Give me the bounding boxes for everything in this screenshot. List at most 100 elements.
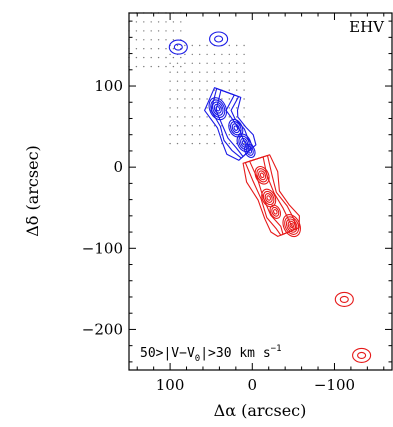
sampling-dot — [206, 125, 208, 127]
sampling-dot — [169, 134, 171, 136]
sampling-dot — [184, 98, 186, 100]
sampling-dot — [236, 53, 238, 56]
sampling-dot — [228, 62, 230, 64]
x-tick-label: −100 — [314, 376, 355, 394]
sampling-dot — [150, 48, 152, 50]
sampling-dot — [213, 62, 216, 64]
blueshifted-clump-contour — [241, 140, 247, 146]
sampling-dot — [199, 98, 201, 100]
sampling-dot — [191, 142, 193, 145]
sampling-dot — [169, 71, 171, 73]
sampling-dot — [221, 53, 223, 56]
sampling-dot — [165, 48, 167, 50]
x-tick-label: 100 — [156, 376, 185, 394]
sampling-dot — [169, 62, 171, 64]
sampling-dot — [236, 89, 238, 91]
sampling-dot — [184, 53, 186, 56]
blueshifted-clump-contour — [228, 118, 244, 138]
sampling-dot — [135, 65, 138, 68]
sampling-dot — [191, 80, 193, 82]
blueshifted-clump-contour — [238, 135, 250, 150]
sampling-dot — [157, 48, 160, 50]
y-tick-label: −200 — [82, 320, 123, 338]
sampling-dot — [184, 89, 186, 91]
redshifted-clump-contour — [259, 172, 265, 179]
sampling-dot — [228, 53, 230, 56]
sampling-dot — [191, 134, 193, 136]
sampling-dot — [172, 56, 175, 59]
sampling-dot — [228, 107, 230, 109]
sampling-dot — [157, 65, 160, 68]
sampling-dot — [206, 134, 208, 136]
sampling-dot — [157, 21, 160, 23]
blueshifted-lobe — [168, 31, 257, 161]
blueshifted-clump-contour — [240, 137, 249, 148]
sampling-dot — [221, 71, 223, 73]
sampling-dot — [172, 30, 175, 32]
sampling-dot — [135, 30, 138, 32]
sampling-dot — [157, 30, 160, 32]
sampling-dot — [184, 116, 186, 118]
sampling-dot — [180, 21, 182, 23]
sampling-dot — [150, 65, 152, 68]
sampling-dot — [143, 21, 145, 23]
blueshifted-clump-contour — [215, 105, 221, 112]
sampling-dot — [206, 116, 208, 118]
redshifted-clump-contour — [282, 214, 301, 238]
sampling-dot — [165, 65, 167, 68]
sampling-dot — [176, 80, 179, 82]
blueshifted-isolated-contour — [209, 31, 229, 47]
redshifted-clump-contour — [264, 193, 273, 203]
axis-ticks: 100 0 −100 100 0 −100 −200 — [82, 13, 392, 394]
redshifted-clump-contour — [284, 216, 300, 235]
sampling-dot — [191, 62, 193, 64]
blueshifted-isolated-contour — [168, 39, 188, 55]
sampling-dot — [176, 98, 179, 100]
sampling-dot — [199, 71, 201, 73]
blueshifted-clump-contour — [233, 125, 239, 131]
sampling-dot — [243, 142, 245, 145]
sampling-dot — [199, 107, 201, 109]
sampling-dot — [199, 142, 201, 145]
annotation-sup: −1 — [271, 344, 282, 354]
sampling-dot — [199, 89, 201, 91]
sampling-dot — [228, 89, 230, 91]
y-axis-label: Δδ (arcsec) — [23, 145, 42, 237]
annotation-sub: 0 — [195, 354, 200, 364]
redshifted-lobe — [242, 154, 372, 363]
redshifted-clump-contour — [262, 190, 275, 206]
sampling-dot — [150, 39, 152, 41]
sampling-dot — [236, 44, 238, 47]
redshifted-isolated-contour — [334, 291, 354, 307]
sampling-dot — [176, 125, 179, 127]
sampling-dot — [221, 62, 223, 64]
velocity-annotation: 50>|V−V0|>30 km s−1 — [140, 344, 282, 364]
blueshifted-isolated-contour — [173, 43, 183, 51]
sampling-dot — [213, 142, 216, 145]
sampling-dot — [150, 21, 152, 23]
annotation-mid: |>30 km s — [200, 346, 270, 361]
sampling-dot — [184, 134, 186, 136]
sampling-dot — [169, 89, 171, 91]
sampling-dot — [199, 116, 201, 118]
sampling-dot — [206, 53, 208, 56]
sampling-dot — [228, 142, 230, 145]
sampling-dot — [135, 48, 138, 50]
sampling-dot — [191, 107, 193, 109]
redshifted-clump-contour — [289, 222, 294, 229]
redshifted-clump-contour — [269, 204, 282, 219]
sampling-dot — [206, 44, 208, 47]
sampling-dot — [176, 89, 179, 91]
sampling-dot — [184, 44, 186, 47]
y-tick-label: −100 — [82, 239, 123, 257]
sampling-dot — [236, 116, 238, 118]
sampling-dot — [143, 39, 145, 41]
sampling-dot — [184, 80, 186, 82]
sampling-dot — [236, 62, 238, 64]
blueshifted-clump-contour — [212, 101, 224, 116]
sampling-dot — [169, 80, 171, 82]
sampling-dot — [199, 134, 201, 136]
sampling-dot — [206, 98, 208, 100]
